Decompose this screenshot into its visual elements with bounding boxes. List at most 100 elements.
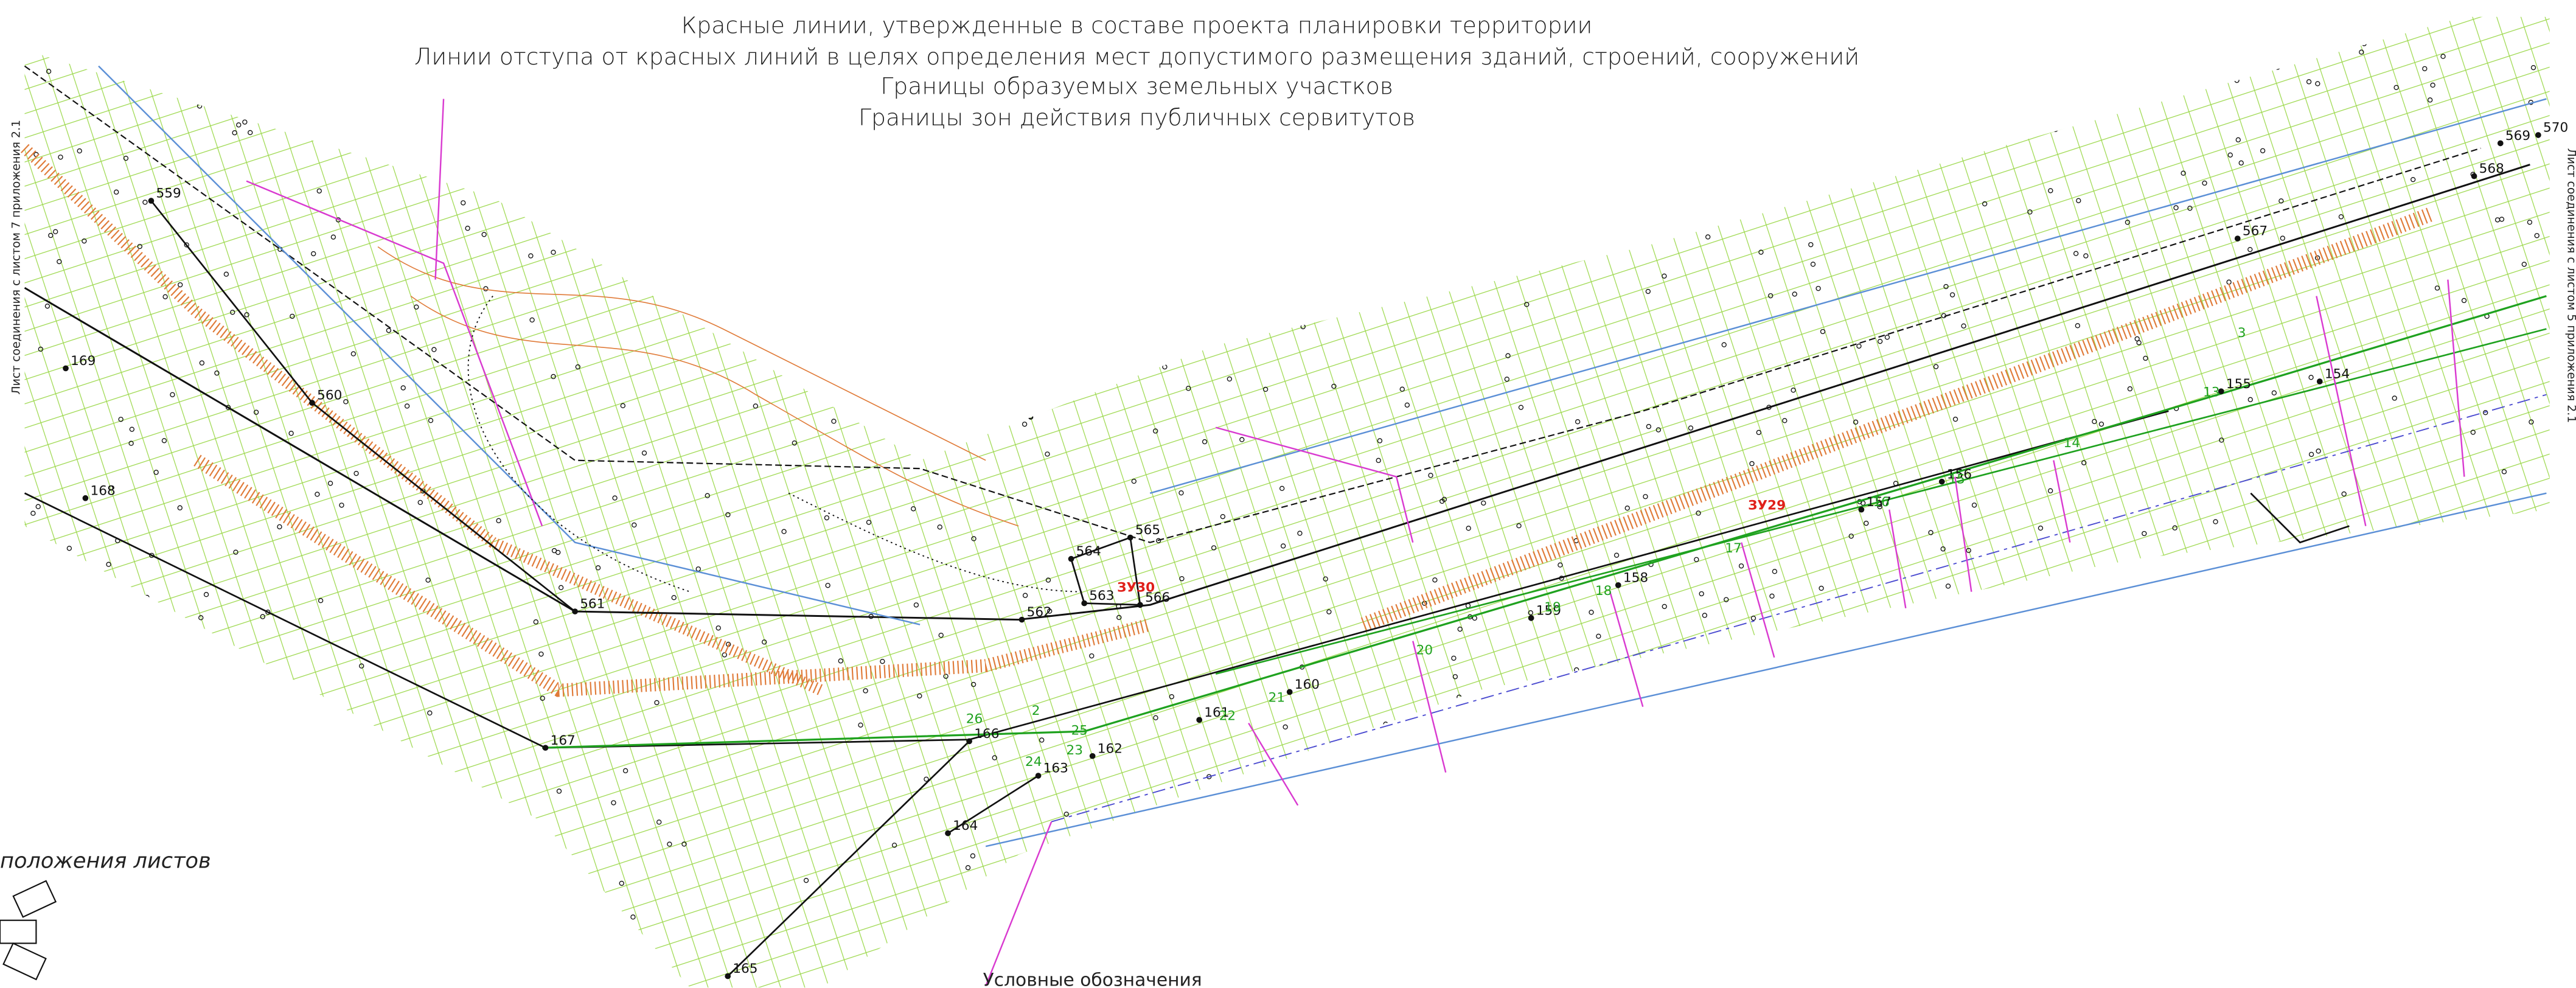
tree <box>1696 510 1701 516</box>
tree <box>1688 425 1694 431</box>
tree <box>1982 201 1988 207</box>
tree <box>123 155 129 161</box>
tree <box>671 595 677 600</box>
survey-point <box>1858 506 1865 513</box>
tree <box>178 282 183 288</box>
tree <box>619 880 624 886</box>
tree <box>656 819 662 825</box>
tree <box>2470 430 2476 435</box>
tree <box>327 481 333 486</box>
tree <box>2076 198 2081 203</box>
tree <box>803 877 809 883</box>
tree <box>2238 160 2244 166</box>
tree <box>1428 473 1433 478</box>
tree <box>1039 737 1045 743</box>
tree <box>1810 262 1816 267</box>
tree <box>924 776 929 782</box>
tree <box>1877 338 1883 344</box>
tree <box>1451 655 1457 661</box>
tree <box>2434 285 2440 291</box>
tree <box>2271 390 2277 396</box>
tree <box>938 633 944 638</box>
tree <box>1662 604 1667 610</box>
tree <box>1116 614 1122 621</box>
tree <box>1856 343 1862 349</box>
tree <box>2227 152 2233 158</box>
tree <box>288 431 294 436</box>
tree <box>1516 523 1522 529</box>
tree <box>149 552 155 558</box>
tree <box>1613 552 1620 558</box>
tree <box>1750 615 1756 621</box>
tree <box>538 651 544 657</box>
tree <box>1864 520 1869 526</box>
tree <box>838 658 843 664</box>
tree <box>1323 576 1328 582</box>
legend-title: Условные обозначения <box>983 970 1202 988</box>
tree <box>1596 633 1601 639</box>
tree <box>129 426 135 432</box>
tree <box>1505 353 1511 358</box>
tree <box>386 327 392 333</box>
tree <box>481 232 487 237</box>
tree <box>681 841 687 847</box>
tree <box>1404 402 1410 408</box>
tree <box>1558 562 1563 568</box>
survey-point <box>2218 388 2224 395</box>
tree <box>114 189 119 195</box>
tree <box>214 370 220 376</box>
tree <box>2235 137 2241 143</box>
survey-point <box>1286 689 1293 695</box>
tree <box>108 485 114 491</box>
tree <box>48 232 54 238</box>
survey-point <box>82 495 89 501</box>
tree <box>290 313 295 319</box>
tree <box>2410 176 2416 183</box>
tree <box>632 522 637 528</box>
tree <box>2430 82 2435 88</box>
survey-point <box>2234 235 2241 242</box>
tree <box>232 130 237 136</box>
tree <box>2440 54 2446 59</box>
tree <box>77 148 82 154</box>
tree <box>1966 548 1971 553</box>
tree <box>66 546 72 551</box>
tree <box>1452 674 1458 680</box>
tree <box>943 673 949 679</box>
tree <box>223 271 229 277</box>
tree <box>2392 395 2397 401</box>
tree <box>1481 500 1486 506</box>
tree <box>1466 526 1471 531</box>
tree <box>971 536 976 541</box>
tree <box>248 130 253 136</box>
tree <box>2048 188 2053 193</box>
tree <box>1441 496 1447 503</box>
tree <box>1220 513 1226 520</box>
tree <box>2359 49 2364 55</box>
survey-point <box>1615 582 1621 588</box>
survey-point <box>2535 132 2541 138</box>
tree <box>529 317 535 323</box>
survey-point <box>1081 600 1088 607</box>
tree <box>1884 335 1890 340</box>
tree <box>1655 427 1662 433</box>
tree <box>1819 585 1824 591</box>
side-label: Лист соединения с листом 5 приложения 2.… <box>2564 148 2576 423</box>
tree <box>1047 608 1053 614</box>
tree <box>177 505 183 510</box>
tree <box>428 418 434 423</box>
tree <box>1945 583 1951 589</box>
tree <box>1457 626 1463 632</box>
tree <box>2308 451 2314 457</box>
tree <box>2213 519 2218 524</box>
tree <box>1376 457 1381 464</box>
tree <box>722 652 727 658</box>
point-label: 167 <box>551 733 576 748</box>
tree <box>414 304 419 310</box>
tree <box>1326 609 1332 614</box>
point-label: 154 <box>2325 367 2350 382</box>
tree <box>2315 81 2320 86</box>
tree <box>1279 485 1285 492</box>
point-label: 161 <box>1204 705 1229 720</box>
tree <box>1262 386 1269 392</box>
